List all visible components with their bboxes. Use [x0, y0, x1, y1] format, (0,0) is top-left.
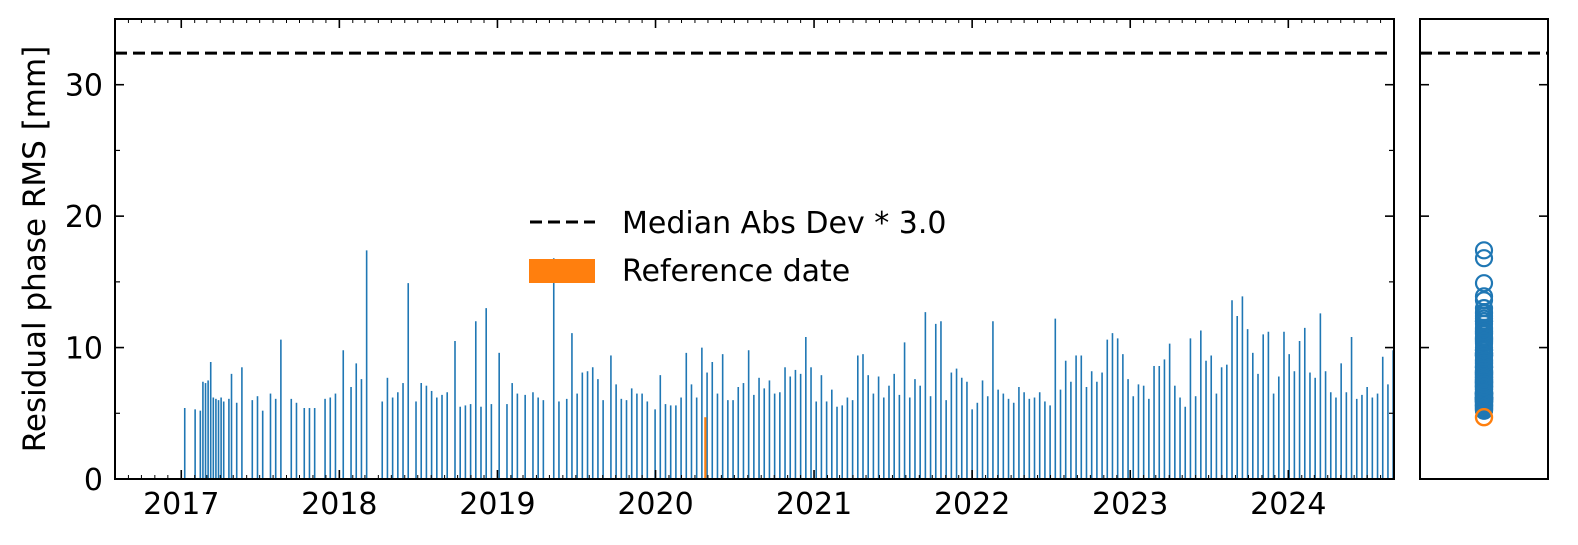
side-point [1474, 347, 1494, 366]
x-tick-label: 2020 [617, 487, 693, 522]
y-tick-label: 30 [65, 69, 103, 104]
side-point [1474, 375, 1494, 394]
legend-label-threshold: Median Abs Dev * 3.0 [622, 206, 946, 241]
x-tick-label: 2022 [934, 487, 1010, 522]
y-axis-label: Residual phase RMS [mm] [17, 46, 53, 453]
x-tick-label: 2023 [1092, 487, 1168, 522]
x-tick-label: 2018 [301, 487, 377, 522]
x-tick-label: 2024 [1250, 487, 1326, 522]
legend: Median Abs Dev * 3.0 Reference date [529, 206, 946, 289]
side-point [1474, 304, 1494, 323]
x-tick-label: 2021 [776, 487, 852, 522]
side-point [1474, 397, 1494, 416]
side-ticks [1420, 83, 1548, 480]
y-tick-labels: 0 10 20 30 [65, 69, 103, 498]
x-tick-label: 2019 [459, 487, 535, 522]
x-tick-label: 2017 [143, 487, 219, 522]
side-point-reference [1474, 408, 1494, 427]
side-point [1474, 249, 1494, 268]
side-panel [1419, 18, 1549, 480]
main-plot-frame [114, 18, 1395, 480]
x-tick-labels: 2017 2018 2019 2020 2021 2022 2023 2024 [143, 487, 1326, 522]
side-point [1474, 341, 1494, 360]
side-plot-frame [1419, 18, 1549, 480]
legend-patch-swatch [529, 259, 595, 283]
side-point [1474, 327, 1494, 347]
y-tick-label: 20 [65, 200, 103, 235]
side-point [1474, 384, 1494, 403]
side-point [1474, 354, 1494, 373]
main-panel: 0 10 20 30 2017 2018 2019 2020 2021 2022 2023 2024… [17, 18, 1395, 522]
side-point [1474, 241, 1494, 260]
side-points-group [1474, 241, 1494, 427]
legend-label-reference: Reference date [622, 254, 850, 289]
y-tick-label: 0 [84, 463, 103, 498]
side-point [1474, 318, 1494, 337]
y-tick-label: 10 [65, 332, 103, 367]
